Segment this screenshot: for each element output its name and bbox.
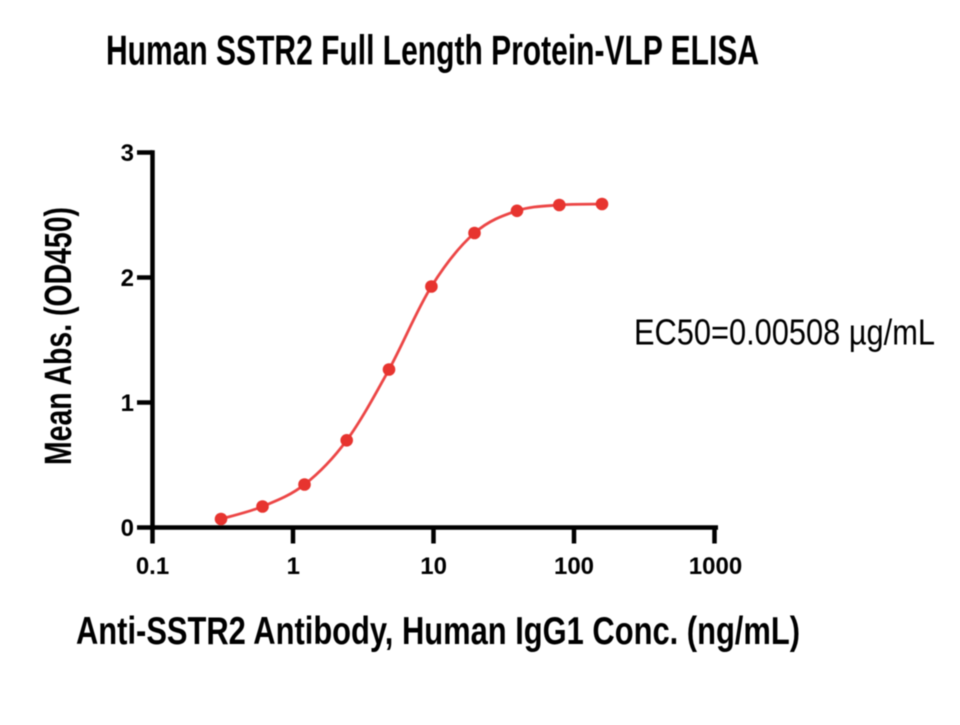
svg-text:Anti-SSTR2 Antibody, Human IgG: Anti-SSTR2 Antibody, Human IgG1 Conc. (n… [76, 610, 800, 653]
svg-text:Mean Abs. (OD450): Mean Abs. (OD450) [38, 207, 80, 465]
svg-text:3: 3 [121, 140, 134, 167]
svg-text:0.1: 0.1 [136, 553, 169, 580]
svg-text:EC50=0.00508 µg/mL: EC50=0.00508 µg/mL [634, 312, 935, 353]
svg-text:1: 1 [121, 390, 134, 417]
svg-text:1000: 1000 [689, 553, 742, 580]
svg-text:0: 0 [121, 515, 134, 542]
svg-text:100: 100 [554, 553, 594, 580]
svg-text:Human SSTR2 Full Length Protei: Human SSTR2 Full Length Protein-VLP ELIS… [106, 27, 759, 74]
svg-text:2: 2 [121, 265, 134, 292]
svg-text:10: 10 [420, 553, 447, 580]
svg-text:1: 1 [287, 553, 300, 580]
